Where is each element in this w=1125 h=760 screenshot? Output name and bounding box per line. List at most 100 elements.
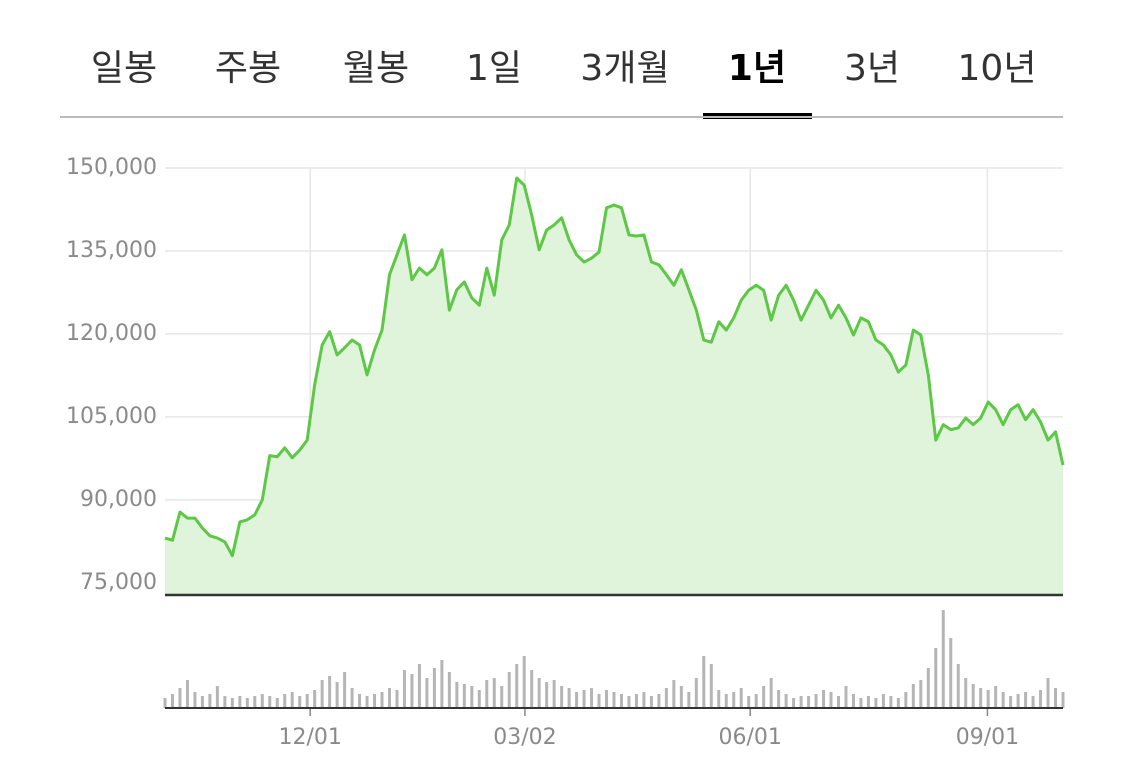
volume-bar: [358, 694, 362, 708]
y-tick-label: 75,000: [80, 570, 157, 595]
volume-bar: [283, 694, 287, 708]
volume-bar: [597, 694, 601, 708]
x-tick-label: 12/01: [278, 725, 341, 750]
volume-bar: [485, 680, 489, 708]
volume-bar: [934, 648, 938, 708]
y-tick-label: 120,000: [66, 321, 157, 346]
volume-bar: [193, 692, 197, 708]
volume-bar: [417, 664, 421, 708]
x-tick-label: 09/01: [956, 725, 1019, 750]
volume-bar: [477, 690, 481, 708]
x-tick-label: 06/01: [718, 725, 781, 750]
volume-bar: [335, 682, 339, 708]
volume-bar: [1061, 692, 1065, 708]
tab[interactable]: 10년: [958, 48, 1037, 89]
volume-bar: [1054, 688, 1058, 708]
volume-bar: [290, 692, 294, 708]
volume-bar: [844, 686, 848, 708]
volume-bar: [784, 694, 788, 708]
volume-bar: [200, 696, 204, 708]
volume-bar: [328, 676, 332, 708]
volume-bar: [410, 674, 414, 708]
volume-bar: [373, 694, 377, 708]
volume-bar: [807, 696, 811, 708]
volume-bar: [343, 672, 347, 708]
volume-bar: [575, 692, 579, 708]
volume-bar: [275, 698, 279, 708]
y-tick-label: 90,000: [80, 487, 157, 512]
volume-bar: [762, 686, 766, 708]
volume-bar: [1039, 690, 1043, 708]
volume-bar: [859, 698, 863, 708]
volume-bar: [919, 680, 923, 708]
volume-bar: [605, 690, 609, 708]
volume-bar: [911, 684, 915, 708]
volume-bar: [388, 688, 391, 708]
volume-bar: [432, 668, 436, 708]
volume-bar: [941, 610, 945, 708]
tab[interactable]: 월봉: [343, 48, 409, 89]
volume-bar: [949, 638, 953, 708]
tab[interactable]: 3년: [844, 48, 900, 89]
tab[interactable]: 3개월: [580, 48, 669, 89]
volume-bar: [896, 698, 900, 708]
tab[interactable]: 1년: [728, 48, 786, 89]
volume-bar: [889, 696, 893, 708]
volume-bar: [702, 656, 706, 708]
volume-bar: [1001, 692, 1005, 708]
volume-bar: [365, 696, 369, 708]
volume-bar: [552, 680, 556, 708]
volume-bar: [185, 680, 189, 708]
volume-bar: [507, 672, 511, 708]
volume-bar: [657, 694, 661, 708]
volume-bar: [402, 670, 406, 708]
volume-bar: [395, 690, 399, 708]
volume-bar: [492, 678, 496, 708]
volume-bar: [567, 688, 571, 708]
volume-bar: [777, 690, 781, 708]
volume-bar: [926, 668, 930, 708]
volume-bar: [305, 694, 309, 708]
volume-bar: [619, 694, 623, 708]
volume-bar: [590, 688, 594, 708]
volume-bar: [462, 684, 466, 708]
volume-bar: [687, 692, 691, 708]
volume-bar: [1024, 692, 1028, 708]
volume-bar: [245, 698, 249, 708]
volume-bar: [612, 692, 616, 708]
volume-bar: [1046, 678, 1050, 708]
tab[interactable]: 일봉: [91, 48, 157, 89]
volume-bar: [837, 696, 840, 708]
volume-bar: [769, 678, 773, 708]
volume-bar: [500, 686, 504, 708]
volume-bar: [881, 694, 885, 708]
volume-bar: [649, 696, 653, 708]
volume-bar: [956, 664, 960, 708]
volume-bar: [979, 688, 983, 708]
volume-bar: [664, 688, 668, 708]
volume-bar: [814, 694, 818, 708]
volume-bar: [851, 694, 855, 708]
volume-bar: [313, 690, 317, 708]
volume-bar: [522, 656, 526, 708]
tab[interactable]: 1일: [466, 48, 522, 89]
x-tick-label: 03/02: [493, 725, 556, 750]
volume-bar: [447, 672, 451, 708]
volume-bar: [694, 678, 698, 708]
volume-bar: [298, 696, 302, 708]
volume-bar: [238, 696, 242, 708]
y-tick-label: 135,000: [66, 238, 157, 263]
volume-bar: [350, 688, 354, 708]
volume-bar: [732, 692, 736, 708]
volume-bar: [1009, 696, 1013, 708]
volume-bar: [215, 686, 219, 708]
volume-bar: [268, 696, 272, 708]
volume-bar: [253, 696, 257, 708]
volume-bar: [994, 686, 998, 708]
volume-bar: [320, 680, 324, 708]
tab[interactable]: 주봉: [215, 48, 281, 89]
volume-bar: [170, 694, 174, 708]
volume-bar: [672, 680, 676, 708]
volume-bar: [425, 678, 429, 708]
